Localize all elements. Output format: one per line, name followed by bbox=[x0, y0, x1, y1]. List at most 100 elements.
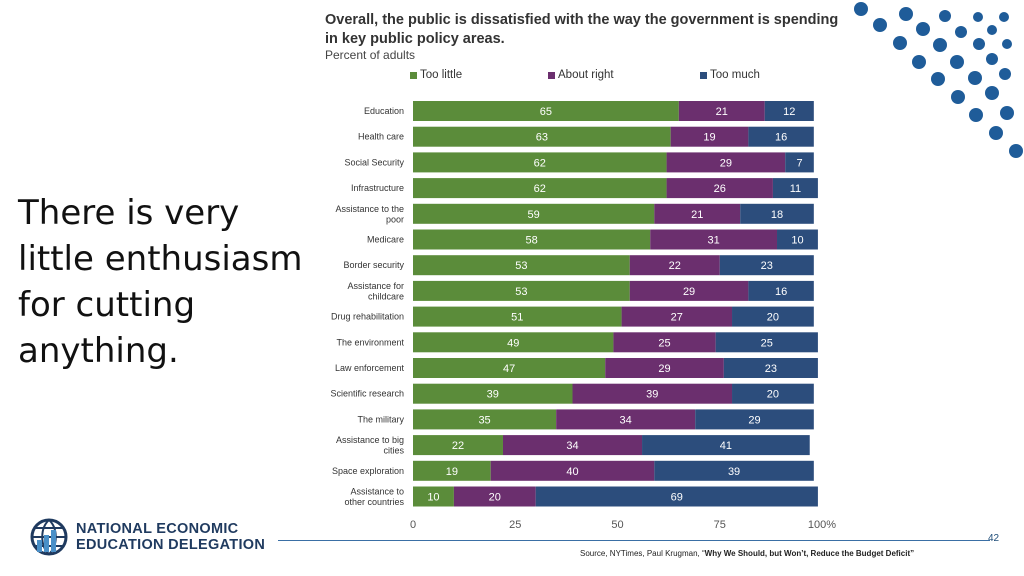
legend-label-too-much: Too much bbox=[710, 69, 760, 81]
legend-swatch-about-right bbox=[548, 71, 555, 79]
bar-border-security-about-right bbox=[629, 255, 720, 276]
bar-border-security-too-much bbox=[719, 255, 814, 276]
bar-scientific-research-about-right bbox=[572, 383, 733, 404]
data-label-assistance-for-childcare-2: 16 bbox=[775, 286, 787, 298]
data-label-social-security-0: 62 bbox=[534, 157, 546, 169]
data-label-border-security-0: 53 bbox=[515, 260, 527, 272]
bar-drug-rehabilitation-about-right bbox=[621, 306, 733, 327]
data-label-scientific-research-0: 39 bbox=[487, 389, 499, 401]
data-label-the-military-1: 34 bbox=[620, 414, 632, 426]
x-tick-label-3: 75 bbox=[714, 519, 726, 531]
globe-icon bbox=[30, 518, 68, 556]
bar-space-exploration-too-little bbox=[413, 460, 491, 481]
category-label-social-security: Social Security bbox=[344, 157, 404, 167]
bar-education-too-much bbox=[764, 101, 814, 121]
logo-line-1: NATIONAL ECONOMIC bbox=[76, 521, 239, 537]
category-label-assistance-to-the-poor: Assistance to the poor bbox=[335, 204, 404, 225]
data-label-assistance-to-big-cities-2: 41 bbox=[720, 440, 732, 452]
data-label-assistance-to-big-cities-0: 22 bbox=[452, 440, 464, 452]
data-label-social-security-1: 29 bbox=[720, 157, 732, 169]
data-label-assistance-to-other-countries-0: 10 bbox=[427, 492, 439, 504]
bar-scientific-research-too-little bbox=[413, 383, 573, 404]
bar-education-about-right bbox=[678, 101, 765, 121]
data-label-assistance-to-the-poor-2: 18 bbox=[771, 209, 783, 221]
legend-item-too-little: Too little bbox=[410, 69, 548, 81]
category-label-drug-rehabilitation: Drug rehabilitation bbox=[331, 312, 404, 322]
legend-item-about-right: About right bbox=[548, 69, 700, 81]
data-label-drug-rehabilitation-1: 27 bbox=[671, 312, 683, 324]
data-label-infrastructure-1: 26 bbox=[714, 183, 726, 195]
bar-assistance-to-other-countries-too-much bbox=[535, 486, 818, 507]
data-label-medicare-2: 10 bbox=[791, 235, 803, 247]
data-label-assistance-to-big-cities-1: 34 bbox=[566, 440, 578, 452]
data-label-the-military-0: 35 bbox=[478, 414, 490, 426]
data-label-medicare-0: 58 bbox=[525, 235, 537, 247]
bar-law-enforcement-too-little bbox=[413, 358, 606, 378]
bar-the-environment-about-right bbox=[613, 332, 716, 353]
bar-assistance-for-childcare-too-little bbox=[413, 280, 630, 301]
data-label-scientific-research-2: 20 bbox=[767, 389, 779, 401]
bar-the-military-too-much bbox=[695, 409, 814, 430]
x-tick-label-4: 100% bbox=[808, 519, 836, 531]
data-label-health-care-0: 63 bbox=[536, 132, 548, 144]
data-label-scientific-research-1: 39 bbox=[646, 389, 658, 401]
data-label-drug-rehabilitation-0: 51 bbox=[511, 312, 523, 324]
bar-drug-rehabilitation-too-much bbox=[732, 306, 814, 327]
data-label-assistance-to-other-countries-2: 69 bbox=[671, 492, 683, 504]
slide-headline: There is very little enthusiasm for cutt… bbox=[18, 193, 303, 371]
data-label-infrastructure-0: 62 bbox=[534, 183, 546, 195]
bar-health-care-about-right bbox=[670, 126, 749, 147]
data-label-assistance-for-childcare-1: 29 bbox=[683, 286, 695, 298]
data-label-assistance-to-other-countries-1: 20 bbox=[489, 492, 501, 504]
bar-medicare-too-little bbox=[413, 229, 651, 250]
data-label-assistance-to-the-poor-1: 21 bbox=[691, 209, 703, 221]
data-label-the-environment-2: 25 bbox=[761, 337, 773, 349]
bar-education-too-little bbox=[413, 101, 679, 121]
bar-assistance-to-big-cities-too-much bbox=[642, 435, 810, 456]
data-label-assistance-for-childcare-0: 53 bbox=[515, 286, 527, 298]
data-label-border-security-2: 23 bbox=[761, 260, 773, 272]
source-title: Why We Should, but Won’t, Reduce the Bud… bbox=[704, 549, 915, 558]
chart-legend: Too little About right Too much bbox=[410, 69, 760, 81]
source-citation: Source, NYTimes, Paul Krugman, “Why We S… bbox=[580, 549, 914, 558]
data-label-health-care-1: 19 bbox=[703, 132, 715, 144]
x-tick-label-1: 25 bbox=[509, 519, 521, 531]
data-label-infrastructure-2: 11 bbox=[790, 183, 801, 195]
data-label-space-exploration-2: 39 bbox=[728, 466, 740, 478]
data-label-social-security-2: 7 bbox=[796, 157, 802, 169]
data-label-law-enforcement-1: 29 bbox=[658, 363, 670, 375]
data-label-assistance-to-the-poor-0: 59 bbox=[528, 209, 540, 221]
bar-assistance-to-the-poor-about-right bbox=[654, 203, 741, 224]
category-label-scientific-research: Scientific research bbox=[330, 389, 404, 399]
bar-the-environment-too-much bbox=[715, 332, 818, 353]
bar-the-military-too-little bbox=[413, 409, 557, 430]
data-label-law-enforcement-0: 47 bbox=[503, 363, 515, 375]
bar-assistance-to-other-countries-too-little bbox=[413, 486, 454, 507]
bar-the-environment-too-little bbox=[413, 332, 614, 353]
category-label-assistance-for-childcare: Assistance for childcare bbox=[347, 281, 404, 302]
bar-law-enforcement-about-right bbox=[605, 358, 724, 378]
legend-label-too-little: Too little bbox=[420, 69, 463, 81]
stacked-bar-chart: Education 65 21 12 Health care 63 19 16 Social S… bbox=[330, 101, 836, 531]
bar-infrastructure-about-right bbox=[666, 178, 773, 199]
category-label-assistance-to-big-cities: Assistance to big cities bbox=[336, 435, 405, 456]
bar-law-enforcement-too-much bbox=[723, 358, 818, 378]
data-label-medicare-1: 31 bbox=[707, 235, 719, 247]
data-label-education-2: 12 bbox=[783, 106, 795, 118]
bar-assistance-to-other-countries-about-right bbox=[453, 486, 536, 507]
bar-space-exploration-about-right bbox=[490, 460, 655, 481]
category-label-the-environment: The environment bbox=[336, 337, 404, 347]
bar-assistance-to-the-poor-too-little bbox=[413, 203, 655, 224]
bar-infrastructure-too-little bbox=[413, 178, 667, 199]
bar-assistance-to-the-poor-too-much bbox=[740, 203, 814, 224]
category-label-medicare: Medicare bbox=[367, 235, 404, 245]
footer-divider bbox=[278, 540, 990, 541]
bar-assistance-to-big-cities-too-little bbox=[413, 435, 503, 456]
bar-the-military-about-right bbox=[556, 409, 696, 430]
bar-medicare-too-much bbox=[777, 229, 818, 250]
chart-subtitle: Percent of adults bbox=[325, 48, 416, 62]
data-label-law-enforcement-2: 23 bbox=[765, 363, 777, 375]
bar-scientific-research-too-much bbox=[732, 383, 814, 404]
category-label-education: Education bbox=[364, 106, 404, 116]
data-label-the-military-2: 29 bbox=[748, 414, 760, 426]
